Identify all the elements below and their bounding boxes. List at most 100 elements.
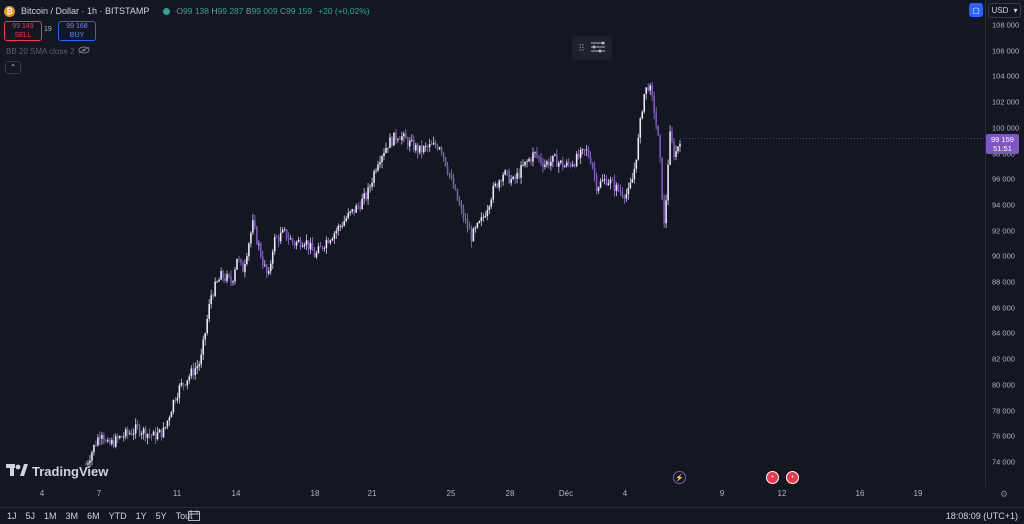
candle-body — [113, 440, 115, 447]
candle-body — [99, 437, 101, 439]
candle-body — [657, 125, 659, 136]
price-tick: 90 000 — [992, 251, 1015, 261]
candle-body — [387, 147, 389, 149]
candle-body — [540, 157, 542, 163]
price-tick: 76 000 — [992, 431, 1015, 441]
candle-body — [285, 229, 288, 239]
range-button-ytd[interactable]: YTD — [108, 511, 127, 521]
symbol-title[interactable]: Bitcoin / Dollar · 1h · BITSTAMP — [21, 6, 150, 16]
candle-body — [126, 429, 129, 434]
candle-body — [353, 209, 355, 213]
candle-body — [565, 162, 568, 167]
candle-body — [645, 87, 648, 94]
range-button-1m[interactable]: 1M — [44, 511, 57, 521]
utc-clock[interactable]: 18:08:09 (UTC+1) — [945, 511, 1018, 521]
candle-body — [138, 425, 141, 435]
candle-body — [393, 132, 395, 146]
candle-body — [130, 433, 133, 435]
candle-body — [216, 281, 218, 283]
candle-body — [142, 428, 145, 434]
floating-toolbar[interactable]: ⠿ — [572, 36, 612, 60]
candle-body — [97, 437, 99, 446]
range-button-3m[interactable]: 3M — [65, 511, 79, 521]
candle-body — [488, 206, 491, 211]
bottom-toolbar: 1J 5J 1M 3M 6M YTD 1Y 5Y Tout 18:08:09 (UTC+1) — [0, 507, 1024, 523]
candle-body — [675, 151, 677, 158]
range-button-tout[interactable]: Tout — [175, 511, 193, 521]
candle-body — [343, 221, 346, 226]
candle-body — [248, 243, 250, 257]
time-tick: 19 — [913, 489, 923, 498]
candle-body — [418, 145, 421, 153]
time-tick: 16 — [855, 489, 865, 498]
range-button-5y[interactable]: 5Y — [155, 511, 167, 521]
range-button-1y[interactable]: 1Y — [135, 511, 147, 521]
drag-handle-icon[interactable]: ⠿ — [578, 42, 585, 53]
candle-body — [621, 191, 624, 197]
candle-body — [409, 140, 411, 147]
price-chart[interactable] — [0, 0, 985, 487]
candle-body — [464, 218, 467, 220]
candle-body — [440, 147, 443, 153]
axis-settings-gear-icon[interactable]: ⚙ — [1000, 489, 1009, 499]
candle-body — [395, 132, 397, 140]
symbol-legend[interactable]: ₿ Bitcoin / Dollar · 1h · BITSTAMP O99 1… — [4, 4, 370, 18]
candle-body — [91, 452, 93, 461]
candle-body — [526, 161, 528, 163]
candle-body — [329, 240, 332, 243]
candle-body — [335, 230, 338, 234]
candle-body — [474, 227, 477, 229]
candle-body — [407, 138, 409, 147]
open-label: O — [176, 6, 183, 16]
candle-body — [333, 233, 336, 239]
compare-symbol-button[interactable]: ▢ — [969, 3, 983, 17]
sell-button[interactable]: 99 149 SELL — [4, 21, 42, 41]
candle-body — [667, 164, 669, 201]
candle-body — [331, 238, 334, 241]
chart-area[interactable] — [0, 0, 985, 487]
candle-body — [659, 135, 661, 158]
candle-body — [401, 136, 403, 141]
eye-hidden-icon[interactable] — [78, 46, 90, 56]
buy-button[interactable]: 99 168 BUY — [58, 21, 96, 41]
candle-body — [224, 277, 226, 281]
range-button-6m[interactable]: 6M — [87, 511, 100, 521]
indicator-legend[interactable]: BB 20 SMA close 2 — [6, 46, 90, 56]
collapse-legend-button[interactable]: ⌃ — [5, 61, 21, 74]
candle-body — [500, 180, 503, 182]
candle-body — [377, 164, 379, 171]
price-axis[interactable] — [985, 0, 1024, 487]
candle-body — [528, 158, 530, 162]
us-flag-event-icon[interactable]: • — [786, 471, 799, 484]
candle-body — [583, 149, 586, 151]
candle-body — [226, 274, 228, 281]
candle-body — [317, 246, 320, 254]
tradingview-logo-icon — [6, 464, 28, 479]
range-button-5j[interactable]: 5J — [25, 511, 36, 521]
object-tree-icon[interactable] — [590, 41, 606, 55]
candle-body — [470, 229, 473, 242]
candle-body — [414, 144, 417, 151]
currency-select[interactable]: USD ▾ — [988, 3, 1021, 18]
candle-body — [321, 246, 324, 249]
candle-body — [275, 237, 278, 239]
candle-body — [589, 156, 592, 164]
candle-body — [206, 319, 208, 334]
range-button-1j[interactable]: 1J — [7, 511, 17, 521]
candle-body — [563, 166, 566, 168]
lightning-event-icon[interactable]: ⚡ — [673, 471, 686, 484]
candle-body — [95, 445, 97, 446]
candle-body — [196, 366, 199, 369]
candle-body — [277, 237, 280, 242]
candle-body — [629, 182, 632, 189]
candle-body — [619, 190, 622, 192]
tradingview-logo[interactable]: TradingView — [6, 464, 108, 479]
candle-body — [244, 264, 246, 273]
candle-body — [623, 196, 626, 199]
calendar-icon[interactable] — [188, 510, 200, 524]
us-flag-event-icon[interactable]: • — [766, 471, 779, 484]
candle-body — [146, 433, 149, 438]
chevron-down-icon: ▾ — [1013, 6, 1018, 15]
candle-body — [458, 200, 461, 205]
candle-body — [428, 144, 431, 148]
